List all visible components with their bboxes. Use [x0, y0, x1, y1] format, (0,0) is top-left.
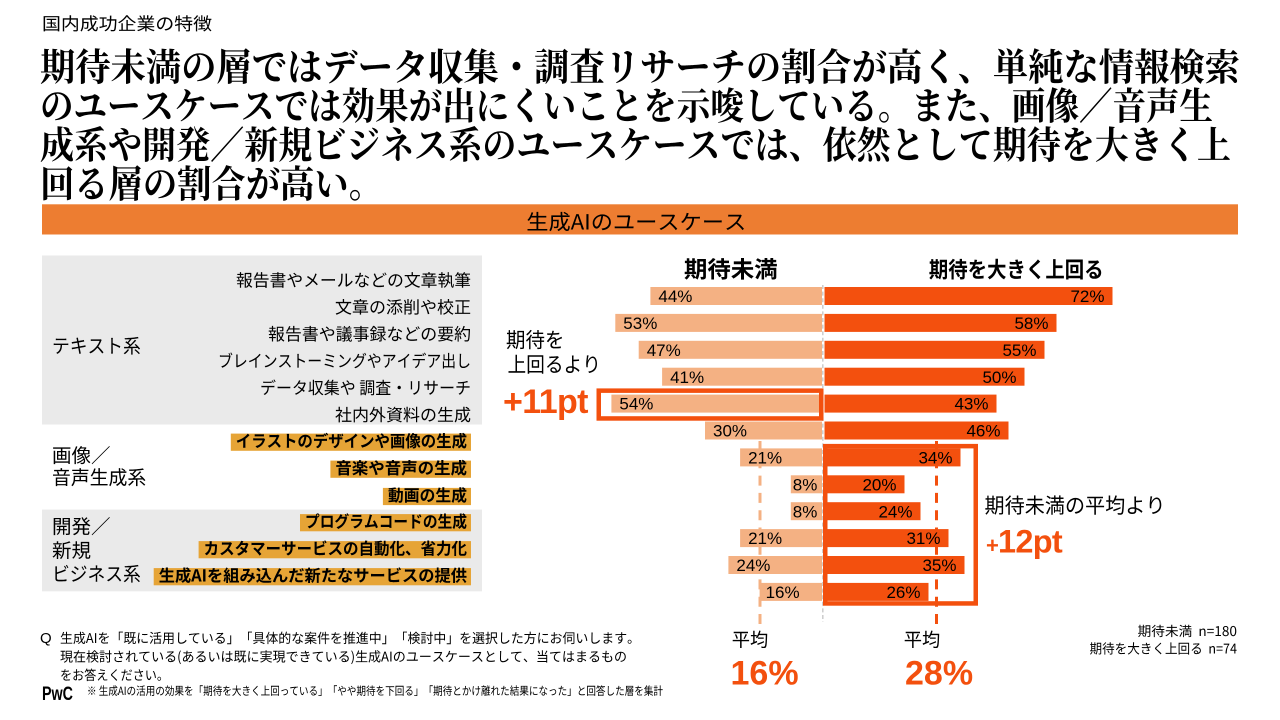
svg-text:43%: 43% [954, 395, 988, 414]
svg-text:21%: 21% [748, 529, 782, 548]
svg-text:20%: 20% [862, 475, 896, 494]
svg-text:+: + [986, 533, 999, 558]
svg-text:PwC: PwC [42, 684, 73, 705]
svg-text:44%: 44% [658, 287, 692, 306]
svg-text:41%: 41% [670, 368, 704, 387]
svg-text:50%: 50% [982, 368, 1016, 387]
svg-text:53%: 53% [623, 314, 657, 333]
svg-text:35%: 35% [922, 556, 956, 575]
svg-text:34%: 34% [918, 449, 952, 468]
svg-text:8%: 8% [793, 502, 818, 521]
svg-text:58%: 58% [1014, 314, 1048, 333]
svg-text:26%: 26% [886, 583, 920, 602]
svg-text:47%: 47% [647, 341, 681, 360]
svg-text:55%: 55% [1002, 341, 1036, 360]
svg-text:54%: 54% [619, 395, 653, 414]
svg-text:28%: 28% [905, 655, 973, 693]
svg-text:12pt: 12pt [998, 524, 1063, 560]
svg-text:16%: 16% [731, 655, 799, 693]
svg-text:46%: 46% [966, 422, 1000, 441]
svg-text:8%: 8% [793, 475, 818, 494]
svg-text:24%: 24% [736, 556, 770, 575]
svg-text:21%: 21% [748, 449, 782, 468]
svg-text:31%: 31% [906, 529, 940, 548]
svg-text:24%: 24% [878, 502, 912, 521]
svg-text:16%: 16% [766, 583, 800, 602]
svg-text:72%: 72% [1070, 287, 1104, 306]
svg-text:+11pt: +11pt [503, 383, 588, 421]
svg-text:30%: 30% [713, 422, 747, 441]
svg-text:Q: Q [40, 630, 52, 647]
